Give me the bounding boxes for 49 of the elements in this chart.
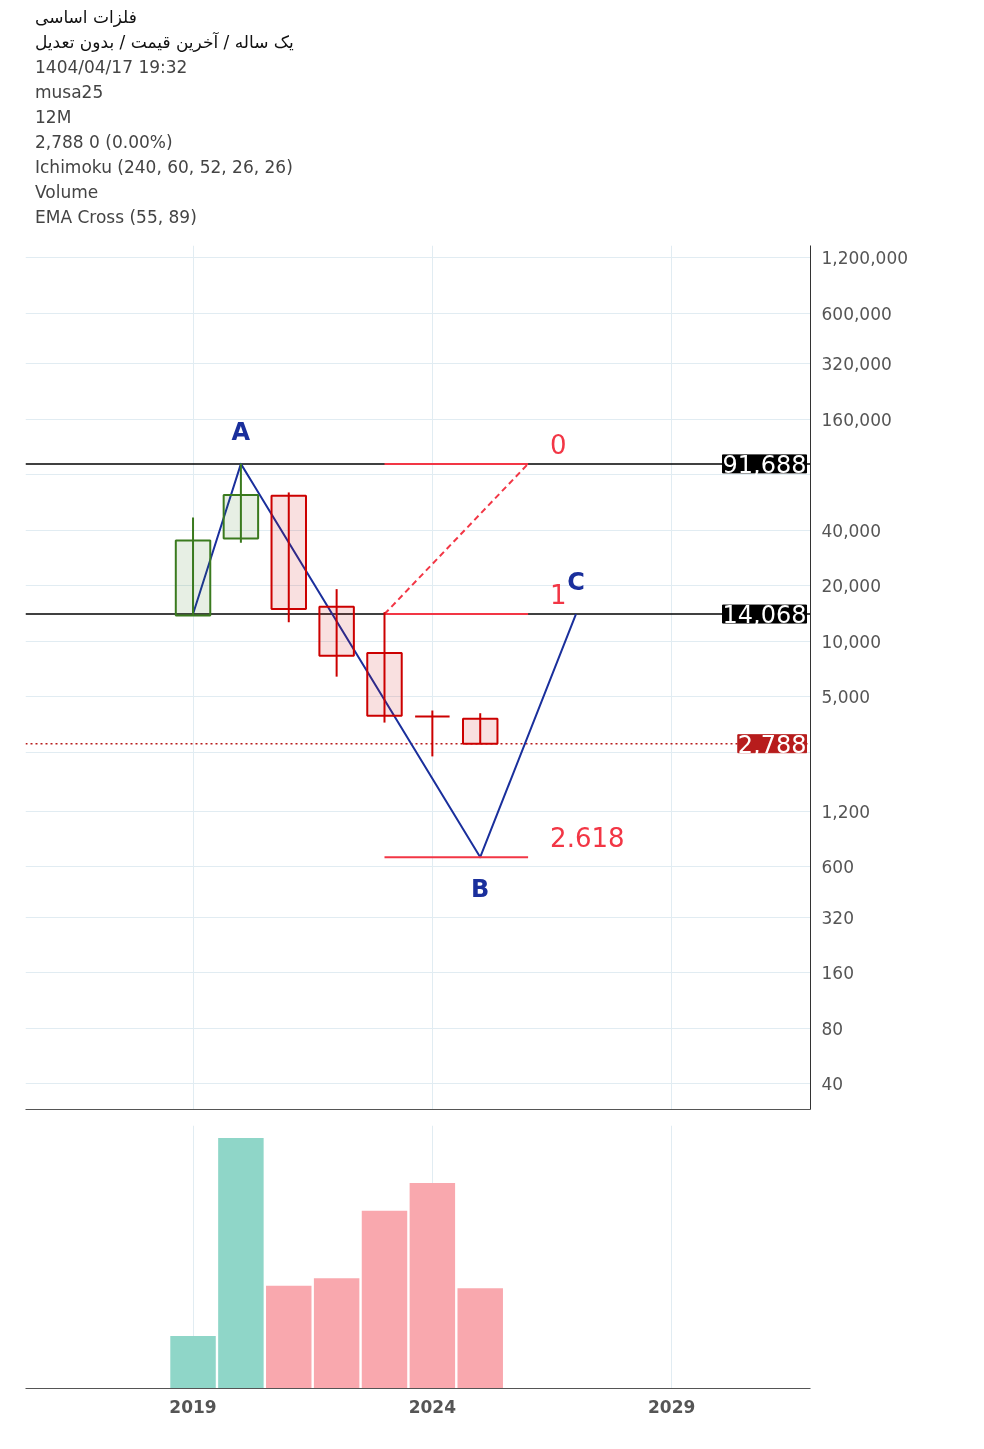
y-tick-label: 40,000 (821, 520, 881, 541)
y-tick-label: 1,200,000 (821, 248, 909, 269)
y-tick-label: 20,000 (821, 576, 881, 597)
text: 1404/04/17 19:32 (35, 56, 189, 79)
x-tick-label: 2024 (408, 1396, 457, 1417)
y-tick-label: 80 (821, 1018, 844, 1039)
series-label: 1 (550, 580, 567, 611)
annotation: B (471, 875, 490, 904)
ref-line-label: 14,068 (722, 601, 807, 630)
candlestick (222, 462, 260, 544)
candlestick (270, 491, 307, 624)
text: musa25 (35, 81, 105, 104)
text: 2,788 0 (0.00%) (35, 131, 174, 154)
bar (361, 1210, 408, 1389)
y-tick-label: 600,000 (821, 303, 892, 324)
y-tick-label: 5,000 (821, 687, 871, 708)
y-tick-label: 320,000 (821, 354, 892, 375)
annotation: A (231, 417, 251, 446)
text: Volume (35, 181, 100, 204)
y-tick-label: 1,200 (821, 801, 871, 822)
y-tick-label: 40 (821, 1074, 844, 1095)
series-label: 0 (550, 429, 567, 460)
y-tick-label: 160 (821, 963, 854, 984)
y-tick-label: 10,000 (821, 631, 881, 652)
y-tick-label: 160,000 (821, 409, 892, 430)
bar (313, 1278, 360, 1389)
x-tick-label: 2019 (169, 1396, 217, 1417)
text: Ichimoku (240, 60, 52, 26, 26) (35, 156, 294, 179)
series-label: 2.618 (550, 823, 625, 854)
candlestick (318, 588, 355, 678)
bar (457, 1288, 503, 1389)
bar (218, 1138, 264, 1389)
text: 12M (35, 106, 73, 129)
bar (266, 1285, 312, 1389)
y-tick-label: 600 (821, 857, 854, 878)
ref-line-label: 91,688 (722, 450, 807, 479)
candlestick (414, 709, 451, 758)
candlestick (174, 516, 212, 617)
ref-line-label: 2,788 (737, 730, 807, 759)
chart-title: فلزات اساسی (35, 6, 138, 29)
bar (409, 1183, 456, 1389)
text: EMA Cross (55, 89) (35, 206, 198, 229)
chart-subtitle: یک ساله / آخرین قیمت / بدون تعدیل (35, 31, 294, 54)
y-tick-label: 320 (821, 907, 854, 928)
candlestick (461, 712, 499, 745)
bar (170, 1335, 216, 1389)
x-tick-label: 2029 (648, 1396, 696, 1417)
annotation: C (567, 568, 585, 597)
candlestick (366, 611, 403, 724)
